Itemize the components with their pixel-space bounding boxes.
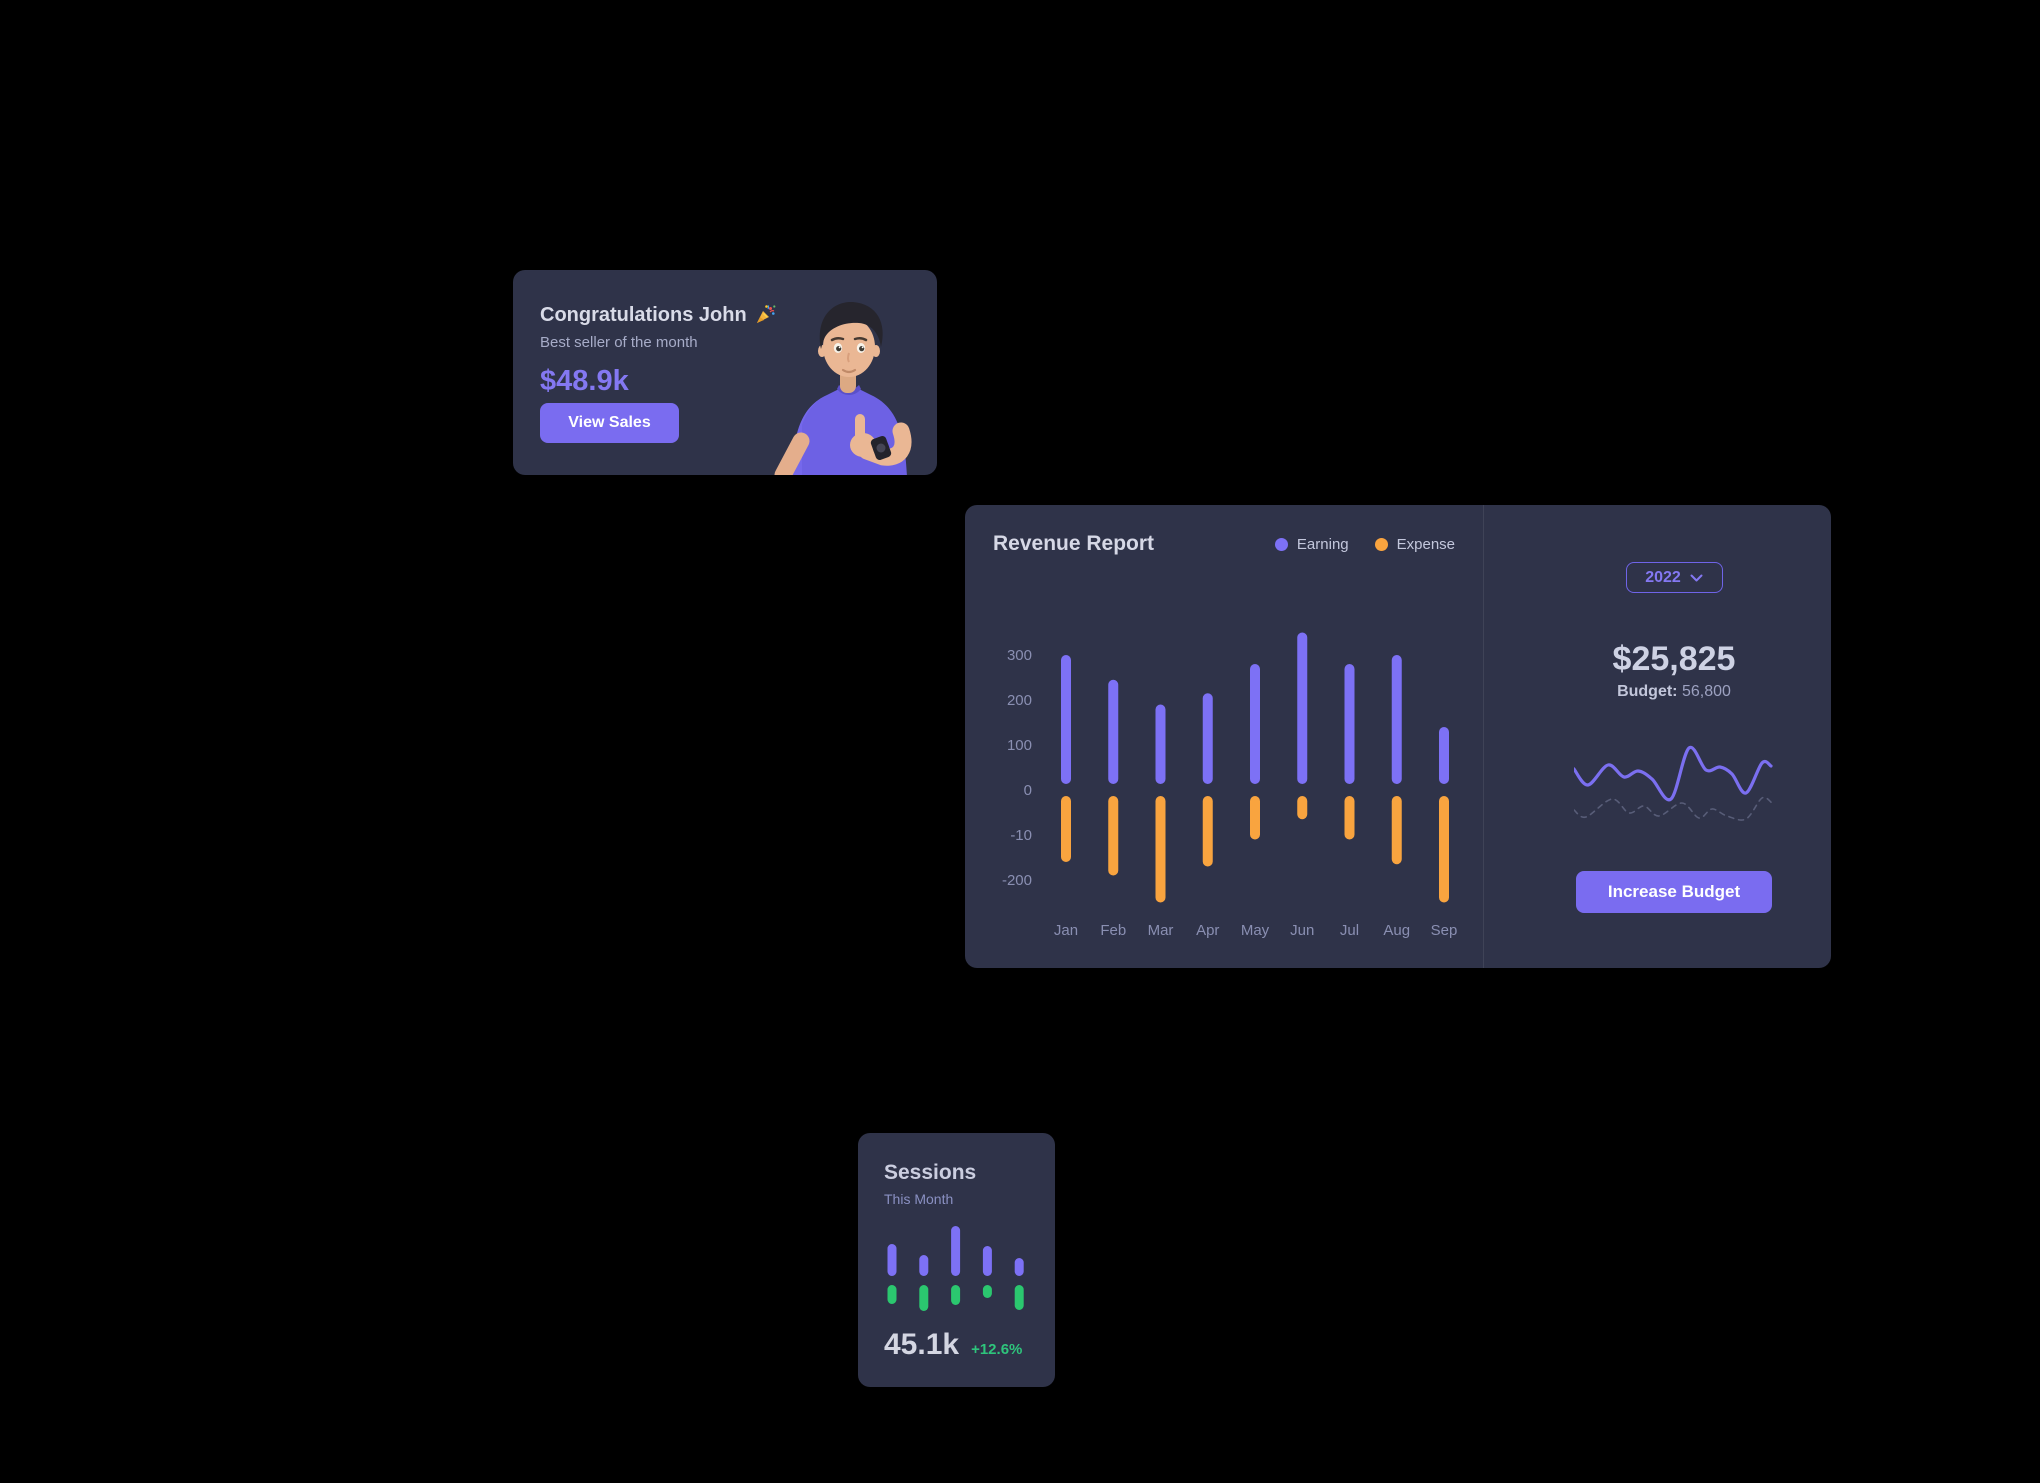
svg-text:Feb: Feb <box>1100 922 1126 939</box>
year-dropdown-value: 2022 <box>1645 568 1681 586</box>
chevron-down-icon <box>1690 574 1703 581</box>
revenue-bar-chart: 300 200 100 0 -10 -200 Jan Feb Mar Apr May Jun Jul Au… <box>1002 632 1458 939</box>
budget-label: Budget: <box>1617 683 1678 700</box>
svg-text:-10: -10 <box>1010 827 1032 844</box>
svg-text:300: 300 <box>1007 647 1032 664</box>
increase-budget-button[interactable]: Increase Budget <box>1576 871 1772 913</box>
expense-legend-label: Expense <box>1396 535 1455 553</box>
revenue-chart-section: Revenue Report Earning Expense 300 200 100… <box>965 505 1483 968</box>
sessions-title: Sessions <box>884 1161 977 1184</box>
svg-text:Mar: Mar <box>1148 922 1174 939</box>
budget-line: Budget: 56,800 <box>1617 683 1731 701</box>
legend-item-earning: Earning <box>1274 535 1349 553</box>
revenue-header: Revenue Report Earning Expense <box>993 531 1455 557</box>
svg-text:Aug: Aug <box>1383 922 1410 939</box>
year-dropdown[interactable]: 2022 <box>1625 562 1723 593</box>
sessions-change: +12.6% <box>971 1341 1023 1358</box>
svg-text:100: 100 <box>1007 737 1032 754</box>
budget-section: 2022 $25,825 Budget: 56,800 Increase Bud… <box>1484 505 1831 968</box>
sessions-mini-chart <box>887 1226 1024 1311</box>
congrats-text-block: Congratulations John Best seller of the … <box>540 270 776 443</box>
svg-text:0: 0 <box>1024 782 1032 799</box>
view-sales-button[interactable]: View Sales <box>540 403 679 443</box>
expense-legend-dot <box>1374 537 1388 551</box>
legend-item-expense: Expense <box>1374 535 1455 553</box>
svg-text:Jul: Jul <box>1340 922 1359 939</box>
svg-text:Sep: Sep <box>1431 922 1458 939</box>
revenue-report-card: Revenue Report Earning Expense 300 200 100… <box>965 505 1831 968</box>
earning-legend-label: Earning <box>1296 535 1349 553</box>
congratulations-card: Congratulations John Best seller of the … <box>513 270 937 475</box>
sessions-stats-row: 45.1k +12.6% <box>884 1329 1055 1361</box>
congrats-title: Congratulations John <box>540 303 776 327</box>
svg-text:Apr: Apr <box>1196 922 1219 939</box>
svg-text:Jun: Jun <box>1290 922 1314 939</box>
budget-line-chart <box>1574 745 1773 821</box>
congrats-amount: $48.9k <box>540 365 629 397</box>
party-popper-icon <box>756 305 776 323</box>
divider <box>1483 505 1484 968</box>
congrats-title-text: Congratulations John <box>540 304 747 326</box>
svg-text:Jan: Jan <box>1054 922 1078 939</box>
person-illustration <box>774 301 912 475</box>
revenue-title: Revenue Report <box>993 532 1155 555</box>
earning-legend-dot <box>1274 537 1288 551</box>
sessions-value: 45.1k <box>884 1328 960 1361</box>
svg-text:May: May <box>1241 922 1270 939</box>
sessions-subtitle: This Month <box>884 1191 954 1207</box>
congrats-subtitle: Best seller of the month <box>540 334 698 351</box>
budget-value: 56,800 <box>1681 683 1731 700</box>
svg-text:200: 200 <box>1007 692 1032 709</box>
svg-text:-200: -200 <box>1002 872 1032 889</box>
chart-legend: Earning Expense <box>1274 535 1455 553</box>
revenue-total: $25,825 <box>1612 640 1736 678</box>
sessions-card: Sessions This Month 45.1k +12.6% <box>858 1133 1055 1387</box>
